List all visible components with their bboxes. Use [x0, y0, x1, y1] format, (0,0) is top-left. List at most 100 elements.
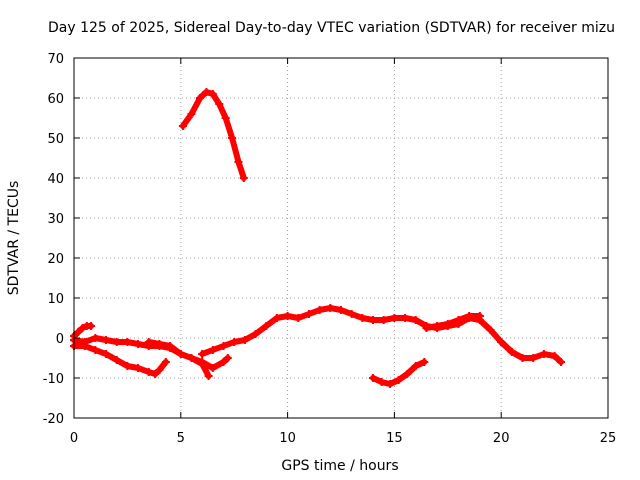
data-point	[379, 316, 388, 324]
series-arc-morning-b	[70, 342, 170, 378]
data-point	[386, 380, 395, 388]
data-point	[123, 338, 132, 346]
plot-frame	[73, 57, 609, 419]
data-point	[219, 358, 228, 366]
y-axis-label: SDTVAR / TECUs	[6, 181, 22, 296]
data-point	[208, 346, 217, 354]
data-point	[529, 354, 538, 362]
data-point	[219, 342, 228, 350]
data-point	[198, 358, 207, 366]
data-point	[80, 342, 89, 350]
data-point	[155, 366, 164, 374]
y-tick-label: 0	[56, 332, 64, 347]
data-point	[486, 326, 495, 334]
data-point	[91, 334, 100, 342]
data-point	[394, 376, 403, 384]
y-tick-label: 20	[47, 252, 64, 267]
data-point	[475, 312, 484, 320]
data-point	[208, 364, 217, 372]
data-point	[518, 354, 527, 362]
data-point	[155, 340, 164, 348]
series-arc-morning-c	[144, 338, 232, 372]
data-point	[358, 314, 367, 322]
data-point	[443, 320, 452, 328]
data-point	[411, 316, 420, 324]
data-point	[465, 312, 474, 320]
data-point	[166, 342, 175, 350]
data-point	[204, 372, 213, 380]
data-point	[144, 338, 153, 346]
data-series	[70, 88, 566, 388]
data-point	[196, 94, 205, 102]
data-point	[187, 110, 196, 118]
y-tick-label: 60	[47, 92, 64, 107]
y-tick-label: 30	[47, 212, 64, 227]
data-point	[144, 368, 153, 376]
y-tick-label: 50	[47, 132, 64, 147]
data-point	[123, 362, 132, 370]
data-point	[215, 100, 224, 108]
data-point	[102, 350, 111, 358]
x-tick-label: 20	[493, 431, 510, 446]
x-axis-label: GPS time / hours	[281, 458, 398, 474]
data-point	[151, 370, 160, 378]
tick-labels: 0 5 10 15 20 25 -20 -10 0 10 20 30 40 50 60 70	[43, 52, 617, 446]
data-point	[176, 350, 185, 358]
data-point	[433, 322, 442, 330]
data-point	[401, 314, 410, 322]
data-point	[198, 350, 207, 358]
data-point	[239, 174, 248, 182]
y-tick-label: -10	[43, 372, 64, 387]
data-point	[369, 374, 378, 382]
data-point	[208, 90, 217, 98]
data-point	[234, 158, 243, 166]
data-point	[178, 122, 187, 130]
data-point	[251, 330, 260, 338]
data-point	[326, 304, 335, 312]
data-point	[240, 336, 249, 344]
data-point	[304, 310, 313, 318]
x-tick-label: 15	[386, 431, 403, 446]
data-point	[377, 378, 386, 386]
data-point	[112, 356, 121, 364]
data-point	[507, 348, 516, 356]
grid-lines	[74, 58, 608, 418]
series-arc-early-upper	[70, 322, 96, 340]
data-point	[539, 350, 548, 358]
data-point	[134, 364, 143, 372]
data-point	[102, 336, 111, 344]
data-point	[390, 314, 399, 322]
data-point	[272, 314, 281, 322]
data-point	[187, 354, 196, 362]
series-trace	[179, 89, 247, 181]
data-point	[74, 328, 83, 336]
data-point	[557, 358, 566, 366]
data-point	[202, 88, 211, 96]
data-point	[161, 358, 170, 366]
series-arc-high	[178, 88, 248, 182]
data-point	[294, 314, 303, 322]
y-tick-label: 40	[47, 172, 64, 187]
axis-ticks	[73, 57, 609, 419]
x-tick-label: 0	[70, 431, 78, 446]
x-tick-label: 25	[600, 431, 617, 446]
data-point	[550, 352, 559, 360]
data-point	[91, 346, 100, 354]
data-point	[230, 338, 239, 346]
data-point	[228, 134, 237, 142]
data-point	[403, 370, 412, 378]
data-point	[497, 338, 506, 346]
x-tick-label: 5	[177, 431, 185, 446]
chart-title: Day 125 of 2025, Sidereal Day-to-day VTE…	[48, 20, 615, 36]
data-point	[422, 324, 431, 332]
y-tick-label: 70	[47, 52, 64, 67]
data-point	[262, 322, 271, 330]
data-point	[337, 306, 345, 314]
data-point	[315, 306, 324, 314]
data-point	[87, 322, 96, 330]
data-point	[283, 312, 292, 320]
data-point	[369, 316, 378, 324]
x-tick-label: 10	[279, 431, 296, 446]
